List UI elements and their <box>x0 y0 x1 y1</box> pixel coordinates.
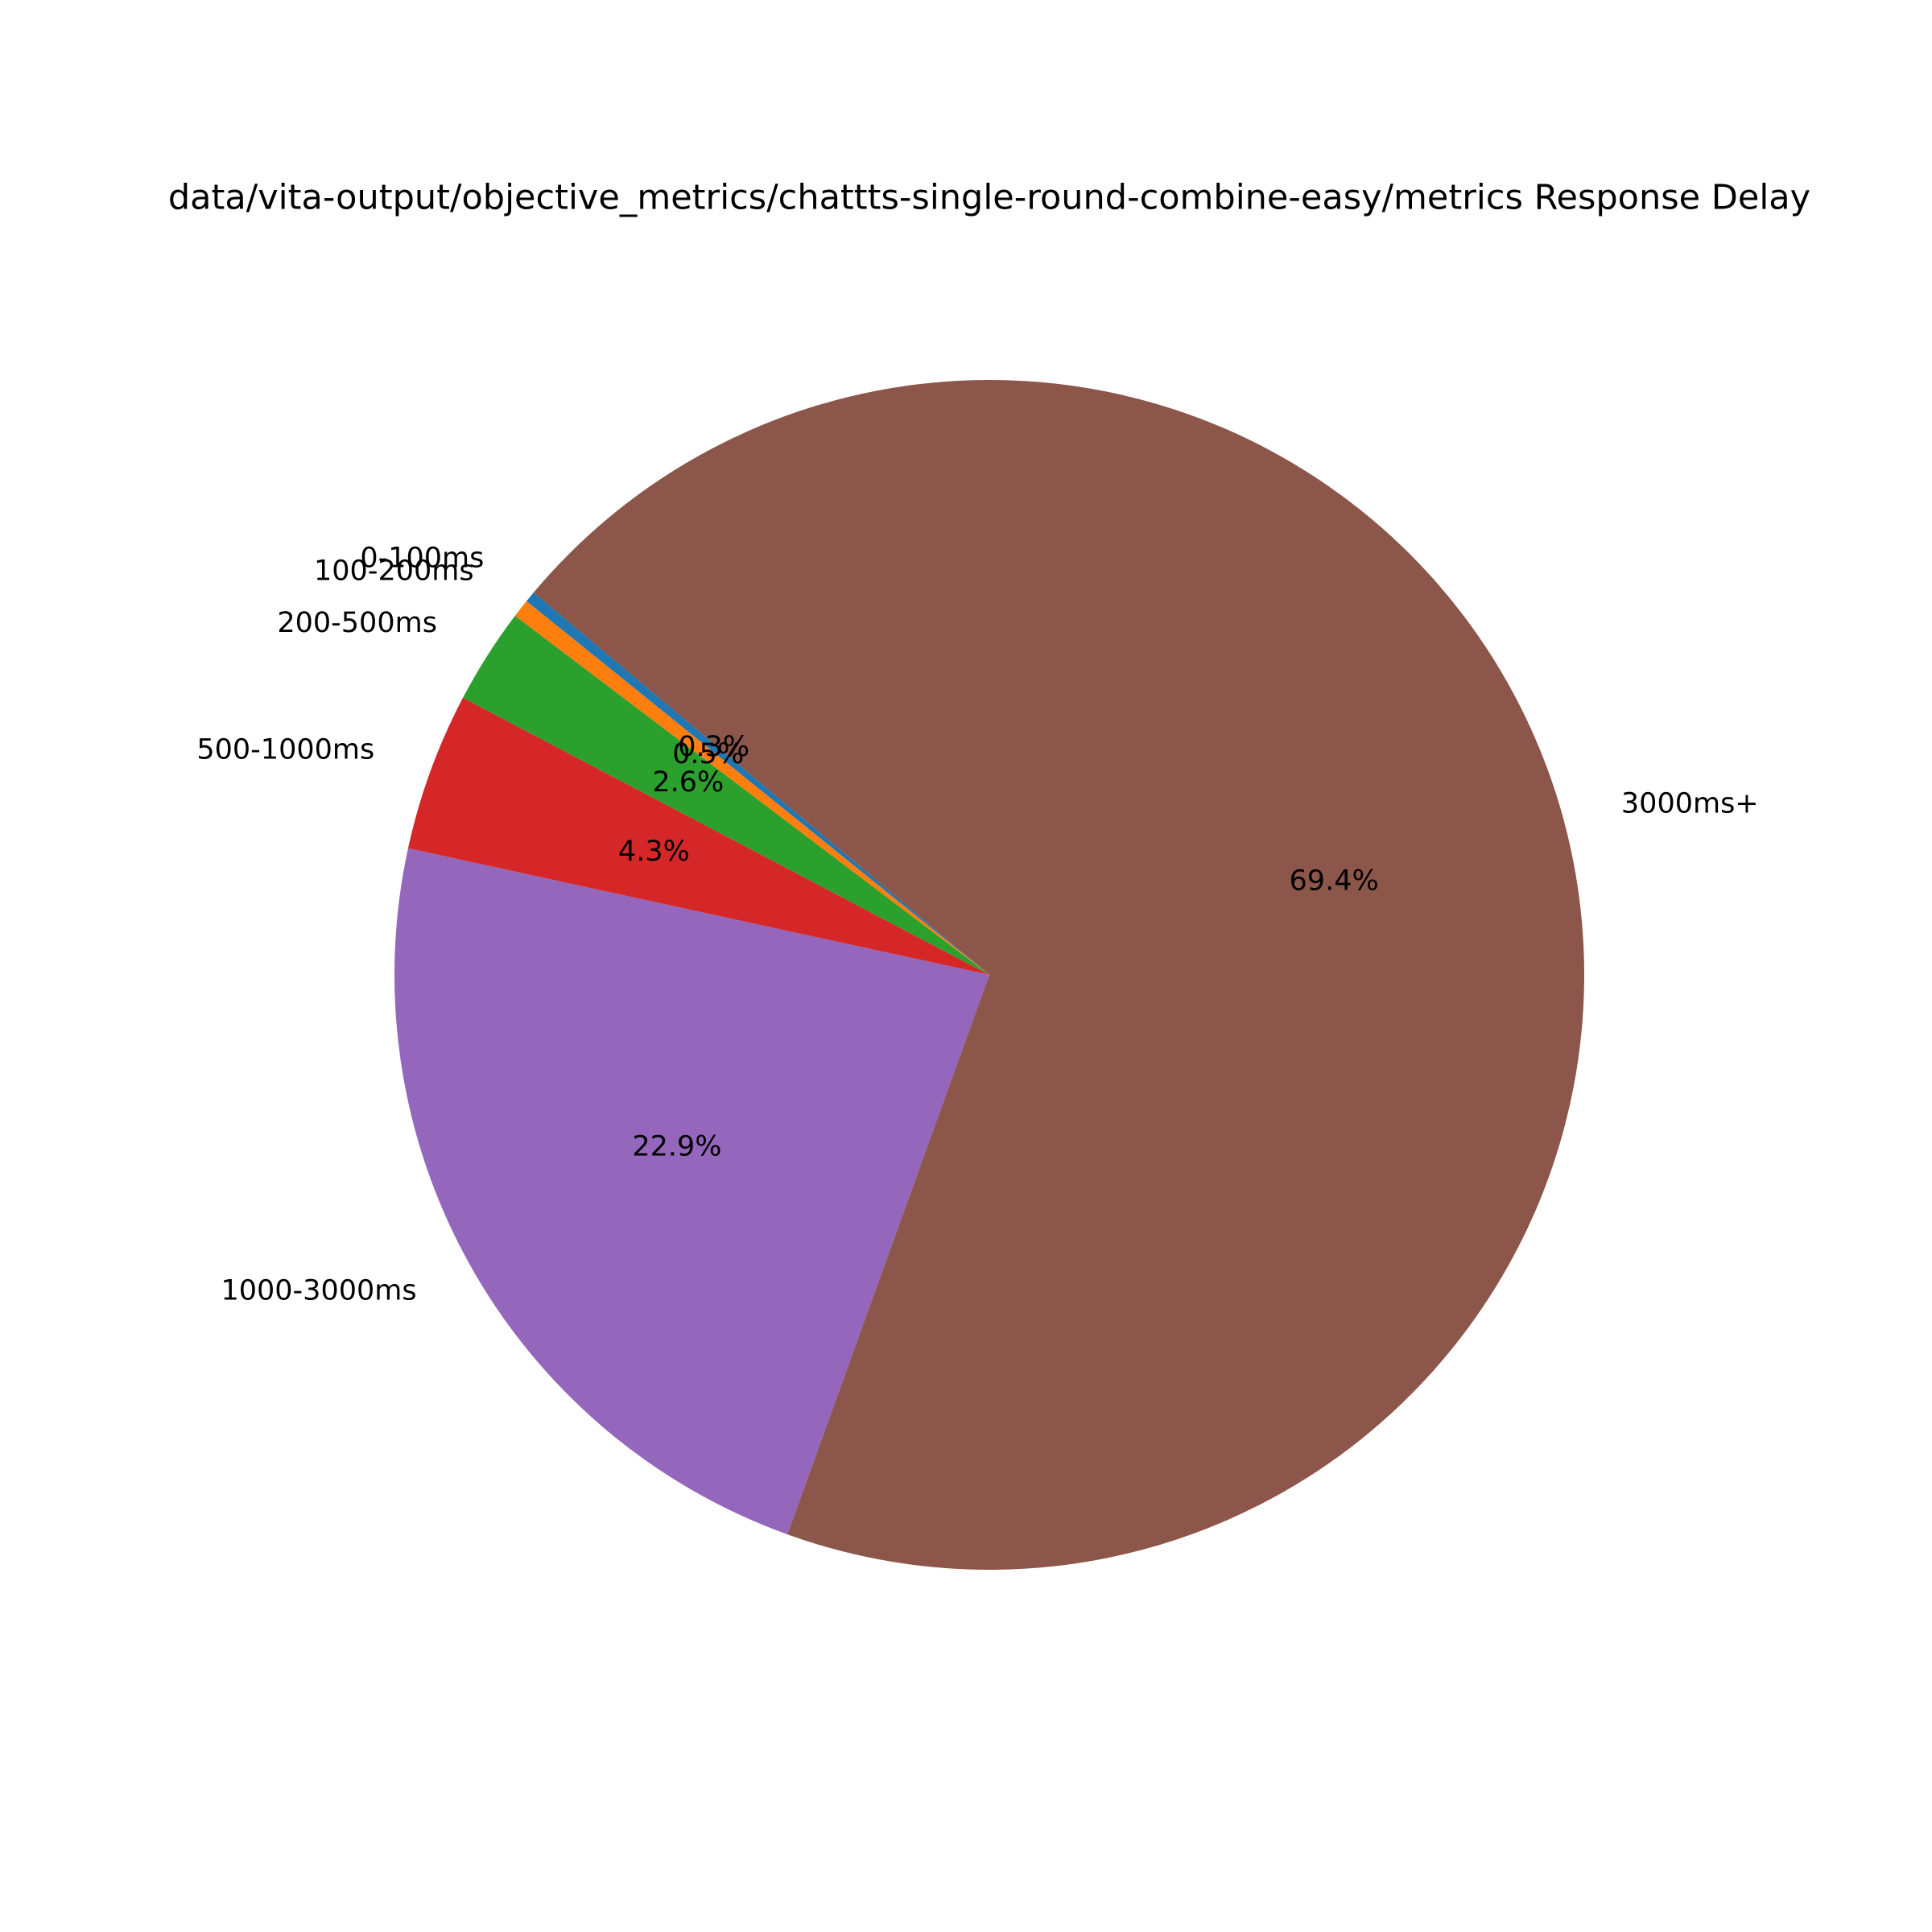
pie-slice <box>533 380 1585 1571</box>
chart-title: data/vita-output/objective_metrics/chatt… <box>168 178 1810 218</box>
percent-label: 0.5% <box>672 738 744 770</box>
slice-label: 500-1000ms <box>196 734 374 766</box>
slice-label: 3000ms+ <box>1621 788 1759 820</box>
percent-label: 69.4% <box>1290 865 1379 898</box>
percent-label: 22.9% <box>632 1131 721 1163</box>
percent-label: 0.3% <box>678 731 749 763</box>
pie-slice <box>514 601 989 975</box>
slice-label: 100-200ms <box>314 555 474 587</box>
slice-label: 1000-3000ms <box>221 1274 416 1307</box>
slice-label: 0-100ms <box>360 542 484 574</box>
percent-label: 2.6% <box>652 766 724 799</box>
slice-label: 200-500ms <box>277 607 437 639</box>
pie-slice <box>526 592 989 975</box>
pie-slice <box>407 697 989 975</box>
pie-slice <box>394 848 990 1535</box>
pie-slice <box>463 616 989 975</box>
percent-label: 4.3% <box>618 836 690 868</box>
